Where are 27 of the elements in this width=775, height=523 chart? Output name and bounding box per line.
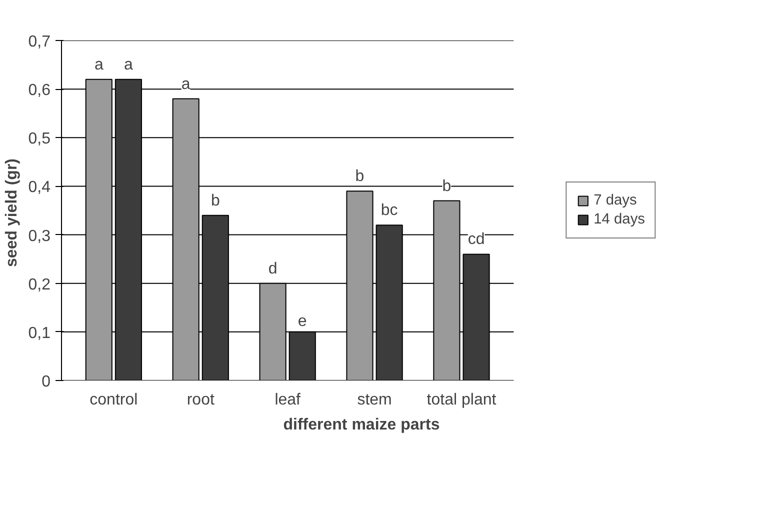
y-tick-label: 0: [42, 374, 51, 390]
data-label: d: [268, 260, 278, 278]
y-tick-label: 0,2: [28, 276, 51, 294]
x-tick-label: control: [90, 392, 138, 408]
data-label: bc: [380, 202, 398, 220]
data-label: b: [210, 192, 220, 210]
y-tick-label: 0,3: [28, 228, 51, 245]
x-tick-label: stem: [357, 392, 392, 408]
data-label: a: [124, 56, 134, 74]
data-label: b: [355, 168, 364, 186]
x-tick-label: root: [186, 392, 215, 408]
y-tick-label: 0,7: [28, 34, 51, 50]
x-tick-label: total plant: [426, 392, 497, 408]
data-label: b: [442, 178, 452, 195]
data-label: a: [94, 56, 104, 74]
y-tick-label: 0,5: [28, 130, 51, 148]
x-axis-title: different maize parts: [283, 416, 440, 434]
y-tick-label: 0,4: [28, 179, 51, 196]
y-tick-label: 0,6: [28, 82, 51, 100]
y-axis-title: seed yield (gr): [3, 158, 20, 267]
data-label: a: [181, 76, 190, 93]
x-tick-label: leaf: [274, 392, 302, 408]
legend-label: 7 days: [594, 192, 637, 208]
data-label: cd: [468, 231, 485, 248]
y-tick-label: 0,1: [28, 324, 51, 342]
data-label: e: [298, 312, 307, 330]
legend-label: 14 days: [594, 212, 645, 228]
